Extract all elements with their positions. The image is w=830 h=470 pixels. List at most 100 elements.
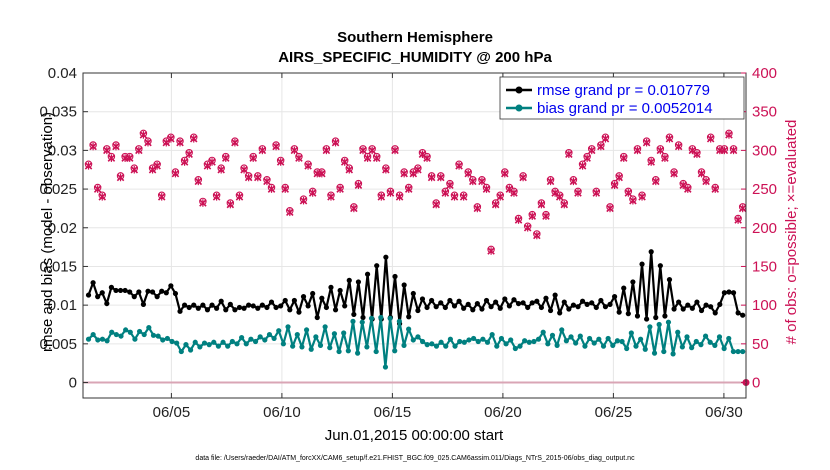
bias-point [220,339,226,345]
rmse-point [506,303,512,309]
obs-evaluated-marker [231,138,239,147]
obs-possible-marker [318,168,326,176]
obs-possible-marker [363,152,372,161]
obs-evaluated-marker [331,138,340,147]
obs-evaluated-marker [116,173,125,182]
rmse-point [689,305,695,311]
bias-point [160,337,166,343]
y-tick-label: 0.04 [48,65,77,82]
bias-point [415,334,421,340]
bias-point [197,344,203,350]
obs-evaluated-marker [89,142,97,151]
obs-evaluated-marker [510,189,518,197]
rmse-point [438,300,444,306]
rmse-point [479,306,485,312]
obs-possible-marker [505,183,514,192]
legend-box [499,76,745,120]
bias-point [740,348,746,355]
rmse-point [287,307,293,313]
obs-possible-marker [665,133,674,141]
obs-evaluated-marker [276,158,285,166]
bias-point [378,314,384,321]
x-tick-label: 06/30 [705,404,743,421]
obs-possible-marker [189,133,198,141]
obs-possible-marker [272,141,280,149]
obs-possible-marker [482,183,491,192]
obs-possible-marker [112,141,120,149]
obs-evaluated-marker [286,208,294,217]
obs-possible-marker [350,203,358,211]
bias-point [586,335,593,342]
rmse-point [177,308,183,314]
rmse-point [671,306,677,312]
obs-possible-marker [254,172,262,180]
obs-possible-marker [400,168,408,176]
obs-evaluated-marker [391,146,399,155]
bias-point [225,343,231,349]
rmse-point [465,301,471,307]
obs-possible-marker [162,137,171,145]
obs-possible-marker [688,145,697,153]
y-axis-label: rmse and bias (model - observation) [39,112,56,352]
obs-possible-marker [725,129,733,138]
bias-point [665,319,672,325]
bias-point [350,318,356,324]
rmse-point [255,305,261,311]
rmse-point [227,301,233,307]
obs-possible-marker [565,148,573,157]
rmse-point [374,263,380,269]
bias-point [494,343,500,349]
obs-evaluated-marker [254,173,262,182]
rmse-point [424,304,430,311]
bias-point [702,333,709,339]
obs-possible-marker [560,199,569,207]
obs-evaluated-marker [84,162,93,170]
rmse-point [346,277,352,283]
obs-possible-marker [606,203,614,211]
rmse-point [154,294,160,300]
rmse-point [538,304,545,311]
obs-possible-marker [642,137,651,145]
bias-point [559,327,565,333]
rmse-point [104,300,110,307]
obs-possible-marker [523,222,532,230]
obs-possible-marker [386,187,395,196]
obs-evaluated-marker [404,185,413,193]
bias-point [280,341,286,347]
y-right-tick-label: 200 [752,220,777,237]
rmse-point [721,290,727,296]
y-tick-label: 0.03 [48,142,77,159]
obs-possible-marker [313,168,322,176]
obs-possible-marker [217,164,225,172]
rmse-point [735,310,741,316]
rmse-point [268,299,275,305]
bias-point [252,338,259,345]
obs-possible-marker [615,172,623,180]
bias-point [498,335,505,342]
obs-possible-marker [551,187,559,196]
obs-evaluated-marker [290,146,299,155]
y-right-tick-label: 0 [752,375,760,392]
obs-evaluated-marker [112,142,120,151]
obs-possible-marker [116,172,125,180]
axis-ticks: 06/05 06/10 06/15 06/20 06/25 06/30 0 0.005 0.01… [39,65,777,421]
obs-evaluated-marker [263,177,271,186]
obs-possible-marker [244,172,253,180]
obs-possible-marker [391,145,399,153]
obs-possible-marker [652,176,660,184]
obs-possible-marker [487,245,495,254]
rmse-point [666,277,673,283]
bias-point [155,333,161,339]
obs-possible-marker [148,164,157,172]
obs-evaluated-marker [414,165,422,174]
rmse-point [282,297,288,304]
obs-evaluated-marker [340,158,349,166]
bias-point [457,338,463,345]
obs-possible-marker [267,183,276,192]
obs-possible-marker [656,145,665,153]
rmse-point [515,300,522,307]
rmse-point [570,302,577,308]
rmse-point [630,279,636,285]
